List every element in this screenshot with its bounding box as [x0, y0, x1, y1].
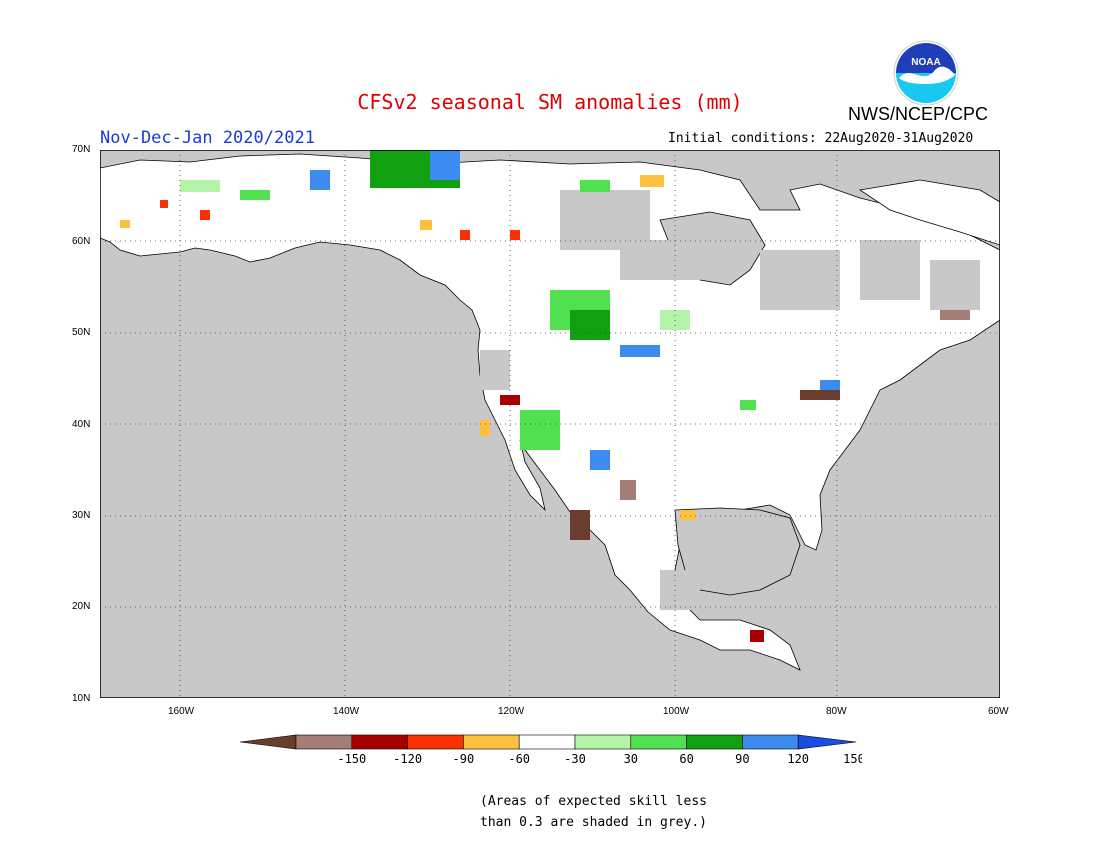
legend-arrow-right [797, 734, 857, 750]
lon-label-80w: 80W [826, 706, 847, 717]
lat-label-30n: 30N [72, 510, 91, 521]
legend-swatch [295, 734, 353, 750]
legend-tick-label: 60 [679, 752, 693, 766]
lon-label-160w: 160W [168, 706, 195, 717]
lat-label-70n: 70N [72, 144, 91, 155]
organization-label: NWS/NCEP/CPC [848, 104, 989, 124]
noaa-logo-text: NOAA [911, 57, 940, 68]
legend-tick-label: -120 [393, 752, 422, 766]
footnote-line-2: than 0.3 are shaded in grey.) [480, 815, 707, 830]
noaa-logo: NOAA [893, 40, 959, 106]
legend-arrow-left [240, 734, 297, 750]
map-title: CFSv2 seasonal SM anomalies (mm) [357, 90, 743, 114]
legend-tick-label: 30 [624, 752, 638, 766]
legend-tick-label: -90 [453, 752, 475, 766]
legend-swatch [463, 734, 520, 750]
lon-label-100w: 100W [663, 706, 690, 717]
lon-label-60w: 60W [988, 706, 1009, 717]
legend-swatch [407, 734, 464, 750]
legend-swatch [518, 734, 576, 750]
soil-moisture-map [100, 150, 1000, 698]
footnote-line-1: (Areas of expected skill less [480, 794, 707, 809]
gulf-of-mexico [674, 507, 801, 596]
lat-label-20n: 20N [72, 601, 91, 612]
legend-tick-label: 90 [735, 752, 749, 766]
legend-tick-label: -30 [564, 752, 586, 766]
legend-tick-label: -60 [508, 752, 530, 766]
legend-swatch [686, 734, 743, 750]
lat-label-60n: 60N [72, 236, 91, 247]
legend-swatch [574, 734, 632, 750]
forecast-period: Nov-Dec-Jan 2020/2021 [100, 128, 315, 148]
lat-label-50n: 50N [72, 327, 91, 338]
graticule [100, 150, 1000, 698]
eastern-canada-land [858, 179, 1000, 246]
footnote: (Areas of expected skill less than 0.3 a… [480, 791, 740, 833]
legend-swatch [351, 734, 408, 750]
legend-tick-label: -150 [337, 752, 366, 766]
legend-tick-label: 120 [787, 752, 809, 766]
low-skill-patches [120, 190, 980, 610]
lat-label-40n: 40N [72, 419, 91, 430]
initial-conditions: Initial conditions: 22Aug2020-31Aug2020 [668, 131, 974, 146]
lon-label-140w: 140W [333, 706, 360, 717]
legend-swatch [742, 734, 799, 750]
color-legend: -150 -120 -90 -60 -30 30 60 90 120 150 [240, 734, 862, 766]
legend-swatch [630, 734, 687, 750]
lon-label-120w: 120W [498, 706, 525, 717]
lat-label-10n: 10N [72, 693, 91, 704]
legend-tick-label: 150 [843, 752, 862, 766]
